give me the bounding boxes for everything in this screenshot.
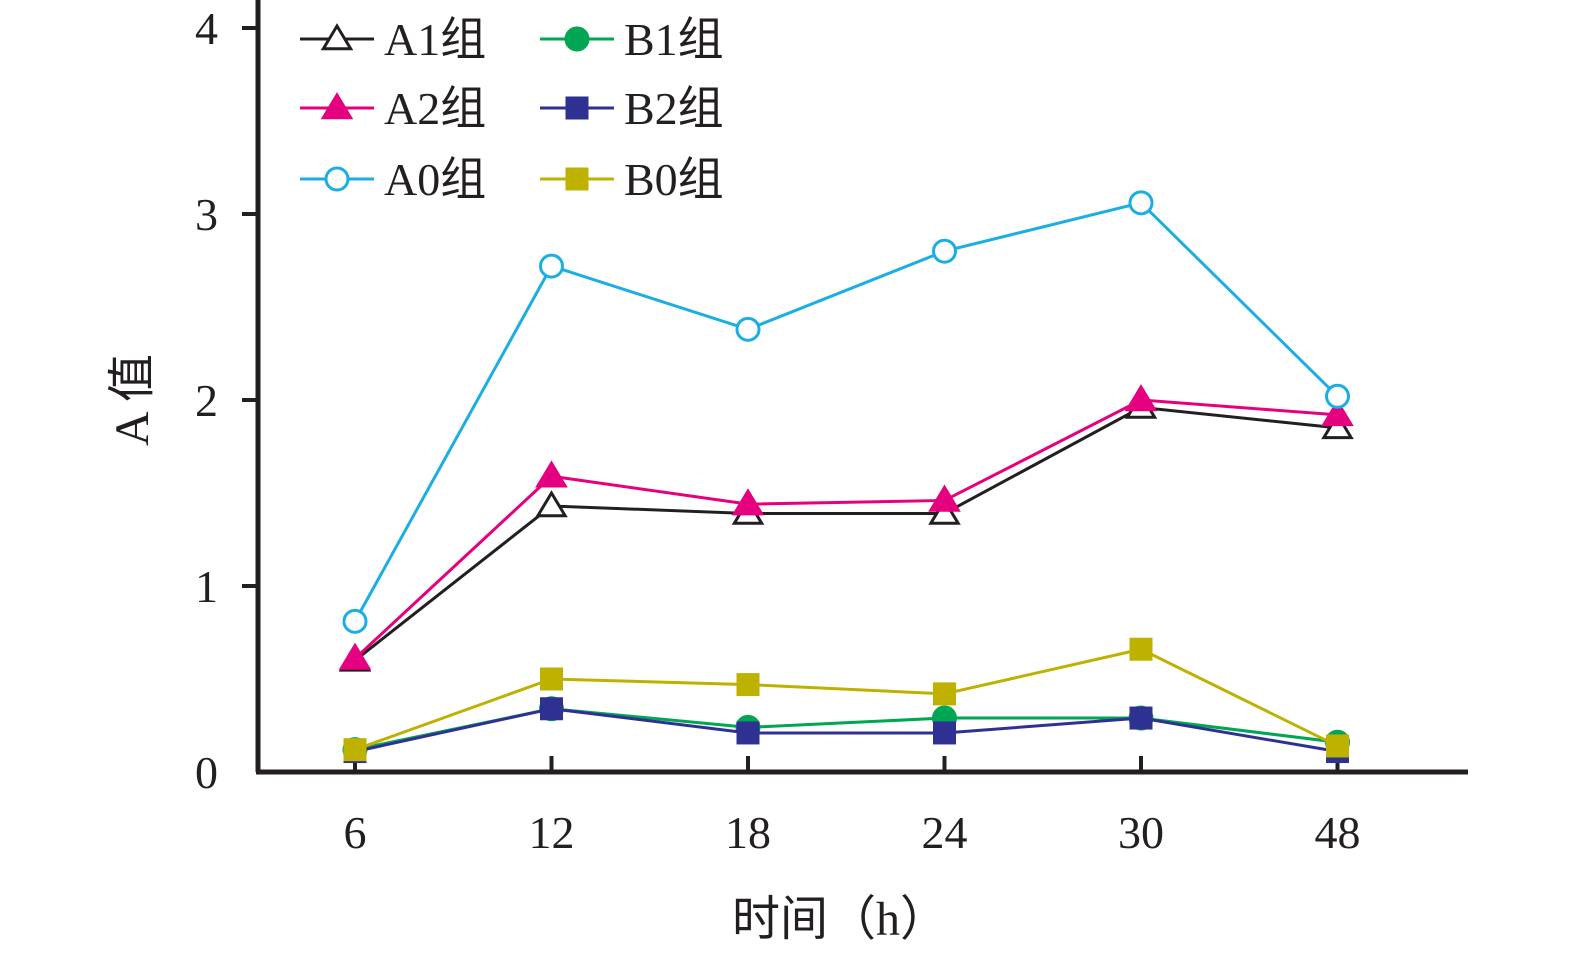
legend-marker [320,92,354,120]
data-point [1321,398,1354,427]
series-5 [343,637,1349,762]
data-point [933,682,956,706]
y-tick-label: 4 [195,3,218,54]
data-point [1326,734,1349,758]
data-point [540,697,563,721]
y-tick-label: 2 [195,375,218,426]
data-point [932,238,957,264]
x-tick-label: 18 [725,807,771,858]
legend-marker [324,166,350,192]
series-line [354,707,1338,752]
data-point [928,484,961,512]
legend-entry: B2组 [540,83,724,134]
legend-label: A0组 [384,154,486,205]
legend-label: A2组 [384,83,486,134]
legend-entry: B0组 [540,154,724,205]
series-line [354,707,1338,754]
data-point [338,642,372,670]
legend-label: A1组 [384,14,486,65]
data-point [1321,411,1354,440]
data-point [736,673,760,697]
x-tick-label: 6 [344,807,367,858]
y-tick-label: 3 [195,189,218,240]
data-point [539,253,564,279]
data-point [540,667,563,691]
data-point [1124,384,1158,412]
legend-entry: B1组 [540,14,724,65]
legend-label: B0组 [624,154,724,205]
legend-marker [565,167,589,191]
legend-label: B2组 [624,83,724,134]
y-tick-label: 0 [195,747,218,798]
series-line [354,647,1339,752]
data-point [342,608,368,634]
data-point [933,721,956,745]
data-point [1129,637,1153,661]
data-point [343,738,367,762]
legend-entry: A0组 [300,154,486,205]
data-point [1129,706,1153,730]
x-tick-label: 12 [529,807,575,858]
legend: A1组 A2组 A0组 B1组 B2组 B0组 [300,14,724,205]
series-2 [342,190,1350,634]
legend-label: B1组 [624,14,724,65]
x-axis-title: 时间（h） [732,893,948,946]
series-4 [343,697,1349,764]
series-1 [338,384,1354,670]
x-tick-label: 24 [922,807,968,858]
series-line [353,201,1339,623]
y-tick-label: 1 [195,561,218,612]
series-layer [338,190,1354,764]
data-point [736,721,760,745]
legend-marker [564,26,590,52]
data-point [535,460,568,488]
data-point [1128,190,1154,216]
series-line [354,405,1338,662]
data-point [1325,383,1350,409]
legend-entry: A1组 [300,14,486,65]
series-line [353,398,1338,660]
y-axis-title: A 值 [106,354,159,446]
data-point [928,497,961,525]
legend-entry: A2组 [300,83,486,134]
data-point [735,316,761,342]
data-point [535,490,568,518]
x-tick-label: 30 [1118,807,1164,858]
x-tick-label: 48 [1315,807,1361,858]
legend-marker [565,96,589,120]
data-point [731,488,765,516]
legend-marker [320,23,354,51]
